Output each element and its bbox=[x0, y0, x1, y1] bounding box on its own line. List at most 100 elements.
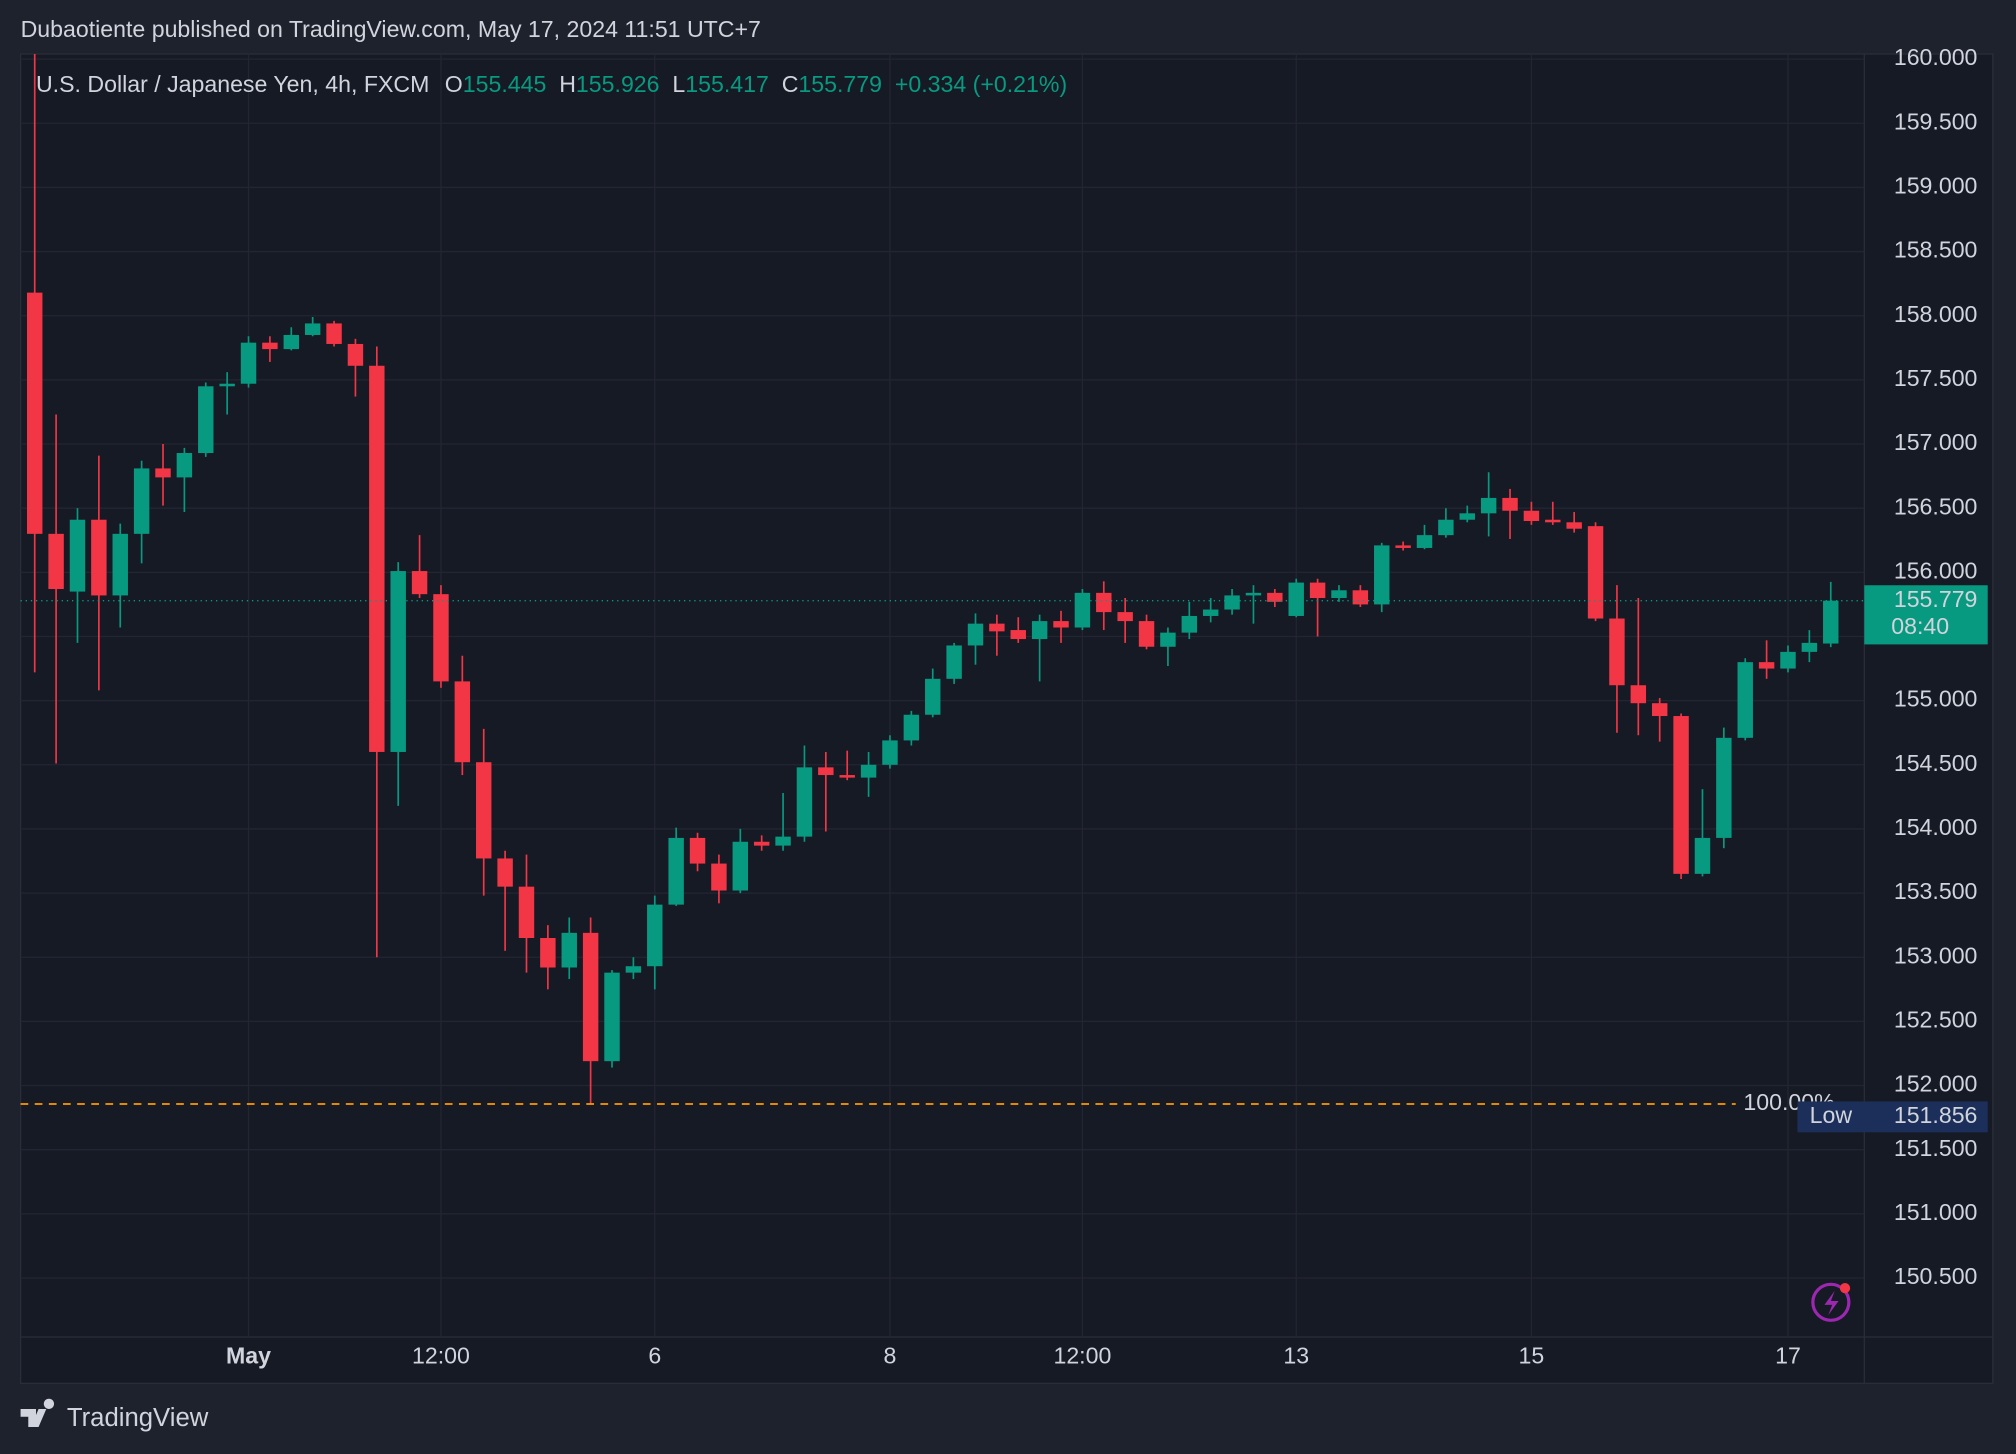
low-badge-label: Low bbox=[1810, 1102, 1853, 1128]
grid bbox=[20, 53, 1865, 1338]
x-tick-label: 6 bbox=[648, 1343, 661, 1369]
legend-value: 155.445 bbox=[463, 71, 547, 97]
candle-body bbox=[989, 623, 1005, 632]
y-tick-label: 153.500 bbox=[1894, 878, 1978, 904]
candle-body bbox=[1331, 590, 1347, 598]
candle-body bbox=[903, 714, 920, 741]
candle-body bbox=[1480, 497, 1497, 514]
candle-body bbox=[711, 863, 727, 891]
legend-key: H bbox=[559, 71, 576, 97]
y-tick-label: 159.000 bbox=[1894, 173, 1978, 199]
footer-logo bbox=[20, 1398, 55, 1428]
icon-dot bbox=[1839, 1283, 1851, 1294]
candle-body bbox=[946, 645, 962, 679]
candle-body bbox=[219, 383, 235, 387]
x-tick-label: 15 bbox=[1519, 1343, 1545, 1369]
candle-body bbox=[1138, 621, 1155, 647]
candle-body bbox=[1117, 612, 1133, 622]
candle-body bbox=[1416, 535, 1433, 548]
legend-key: L bbox=[672, 71, 685, 97]
candle-body bbox=[818, 767, 834, 776]
candle-body bbox=[198, 386, 214, 454]
candle-body bbox=[1716, 737, 1732, 838]
candle-body bbox=[1630, 685, 1647, 704]
candle-body bbox=[1224, 595, 1240, 610]
candle-body bbox=[1352, 590, 1369, 605]
icon-ring bbox=[1811, 1282, 1851, 1322]
attribution: Dubaotiente published on TradingView.com… bbox=[21, 16, 761, 42]
candle-body bbox=[582, 932, 599, 1062]
y-tick-label: 158.500 bbox=[1894, 237, 1978, 263]
candle-body bbox=[796, 767, 813, 837]
candle-body bbox=[1074, 592, 1091, 628]
candle-body bbox=[882, 740, 898, 765]
candle-body bbox=[1801, 642, 1818, 652]
candle-body bbox=[1245, 592, 1262, 596]
candle-body bbox=[625, 966, 642, 973]
candle-body bbox=[1823, 600, 1839, 644]
logo-icon bbox=[20, 1398, 55, 1428]
candle-body bbox=[1309, 582, 1326, 598]
candle-body bbox=[1053, 621, 1069, 628]
y-tick-label: 150.500 bbox=[1894, 1263, 1978, 1289]
candle-body bbox=[69, 519, 86, 592]
candle-body bbox=[1438, 519, 1454, 536]
legend-value: 155.779 bbox=[798, 71, 882, 97]
candle-body bbox=[540, 937, 556, 968]
candle-body bbox=[240, 342, 257, 384]
y-tick-label: 155.000 bbox=[1894, 686, 1978, 712]
low-badge-bg bbox=[1864, 1101, 1988, 1133]
legend-key: O bbox=[445, 71, 463, 97]
candle-body bbox=[1737, 662, 1753, 738]
candle-body bbox=[1651, 703, 1668, 717]
candle-body bbox=[561, 932, 577, 968]
candle-body bbox=[689, 837, 706, 864]
candle-body bbox=[604, 972, 620, 1062]
countdown-label: 08:40 bbox=[1891, 613, 1949, 639]
candle-body bbox=[518, 886, 535, 938]
candle-body bbox=[411, 571, 428, 595]
candle-body bbox=[155, 468, 171, 478]
legend-title: U.S. Dollar / Japanese Yen, 4h, FXCM bbox=[36, 71, 429, 97]
candle-body bbox=[967, 623, 984, 646]
candle-body bbox=[1587, 526, 1604, 619]
chart-panel bbox=[19, 53, 1994, 1384]
candle-body bbox=[1694, 837, 1711, 874]
candle-body bbox=[390, 571, 406, 752]
legend-value: 155.417 bbox=[685, 71, 769, 97]
y-tick-label: 157.500 bbox=[1894, 365, 1978, 391]
candle-body bbox=[1181, 615, 1198, 633]
y-tick-label: 152.000 bbox=[1894, 1071, 1978, 1097]
y-tick-label: 159.500 bbox=[1894, 108, 1978, 134]
candle-body bbox=[304, 323, 321, 335]
candle-body bbox=[476, 762, 492, 859]
legend-change: +0.334 (+0.21%) bbox=[895, 71, 1067, 97]
candle-body bbox=[1758, 662, 1775, 669]
candle-body bbox=[283, 334, 300, 350]
candle-body bbox=[1523, 510, 1540, 522]
y-tick-label: 151.000 bbox=[1894, 1199, 1978, 1225]
candle-body bbox=[433, 594, 449, 682]
lightning-icon bbox=[1811, 1282, 1851, 1322]
candles bbox=[27, 53, 1839, 1105]
y-tick-label: 152.500 bbox=[1894, 1006, 1978, 1032]
x-tick-label: 12:00 bbox=[412, 1343, 470, 1369]
candle-body bbox=[1609, 618, 1625, 686]
low-badge-label-bg bbox=[1797, 1101, 1865, 1133]
candle-body bbox=[1673, 716, 1689, 874]
candle-body bbox=[839, 775, 855, 778]
candle-body bbox=[775, 836, 791, 846]
x-tick-label: 17 bbox=[1775, 1343, 1801, 1369]
candle-body bbox=[753, 841, 770, 846]
candle-body bbox=[732, 841, 749, 891]
candle-body bbox=[91, 519, 107, 596]
legend-value: 155.926 bbox=[576, 71, 660, 97]
x-tick-label: 13 bbox=[1283, 1343, 1309, 1369]
candle-body bbox=[27, 292, 43, 534]
candle-body bbox=[1010, 630, 1026, 640]
candle-body bbox=[1459, 513, 1475, 520]
candle-body bbox=[1096, 592, 1112, 613]
x-tick-label: 12:00 bbox=[1053, 1343, 1111, 1369]
y-tick-label: 160.000 bbox=[1894, 44, 1978, 70]
